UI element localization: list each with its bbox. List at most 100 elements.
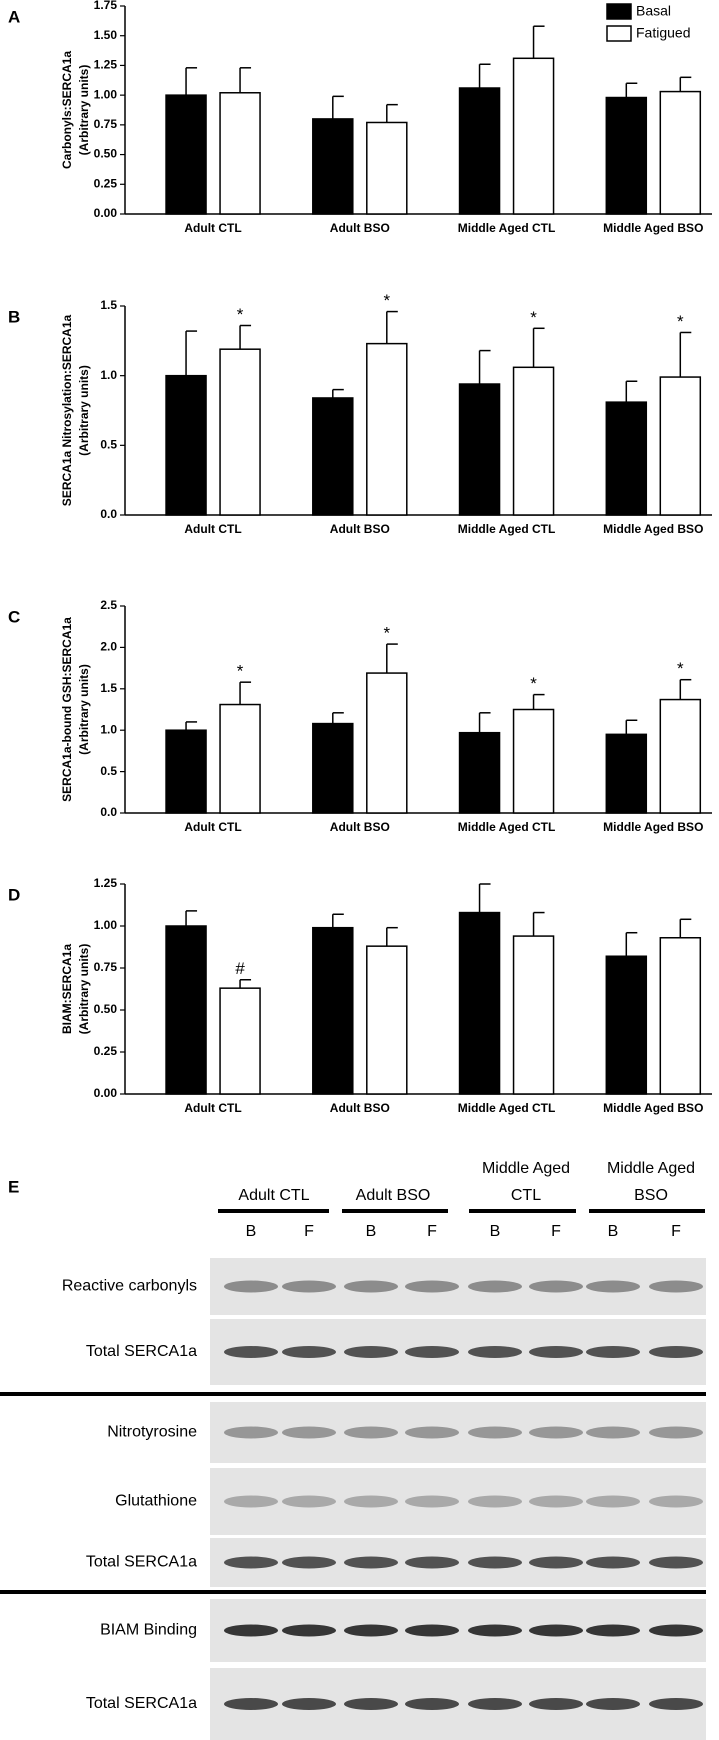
blot-band (282, 1698, 336, 1710)
y-axis-label: SERCA1a Nitrosylation:SERCA1a (60, 314, 74, 506)
blot-band (649, 1698, 703, 1710)
legend-swatch (606, 25, 632, 42)
blot-band (586, 1556, 640, 1569)
bar (512, 57, 555, 215)
bar (458, 383, 501, 516)
y-axis-label: BIAM:SERCA1a (60, 944, 74, 1034)
blot-band (586, 1426, 640, 1439)
bar (659, 90, 702, 215)
bar (366, 342, 408, 516)
bar (458, 87, 501, 215)
row-label: Nitrotyrosine (107, 1424, 197, 1441)
blot-band (468, 1280, 522, 1293)
bar (312, 397, 354, 516)
group-label: Adult CTL (238, 1187, 309, 1204)
y-tick-label: 0.50 (94, 1002, 118, 1016)
bar (458, 911, 501, 1095)
blot-band (344, 1346, 398, 1358)
y-tick-label: 0.75 (94, 117, 118, 131)
blot-band (405, 1280, 459, 1293)
blot-band (649, 1280, 703, 1293)
legend-swatch (606, 3, 632, 20)
blot-image (210, 1258, 706, 1315)
y-tick-label: 0.0 (100, 507, 117, 521)
blot-band (224, 1556, 278, 1569)
y-tick-label: 1.25 (94, 58, 118, 72)
bar (165, 94, 207, 215)
lane-label: B (366, 1223, 377, 1240)
x-tick-label: Adult BSO (330, 1101, 390, 1115)
y-axis-label: (Arbitrary units) (77, 65, 91, 156)
bar (605, 955, 648, 1095)
y-tick-label: 1.5 (100, 298, 117, 312)
bar (512, 708, 555, 814)
blot-band (586, 1624, 640, 1637)
bar (605, 733, 648, 814)
blot-band (282, 1346, 336, 1358)
x-tick-label: Adult BSO (330, 221, 390, 235)
y-tick-label: 0.00 (94, 206, 118, 220)
bar (219, 987, 261, 1095)
y-tick-label: 2.0 (100, 640, 117, 654)
blot-band (529, 1624, 583, 1637)
bar (512, 935, 555, 1095)
bar (605, 401, 648, 516)
x-tick-label: Adult CTL (184, 820, 241, 834)
x-tick-label: Adult CTL (184, 522, 241, 536)
bar (659, 937, 702, 1095)
significance-marker: * (383, 624, 390, 643)
x-tick-label: Middle Aged CTL (458, 1101, 556, 1115)
blot-band (224, 1426, 278, 1439)
x-tick-label: Middle Aged BSO (603, 522, 703, 536)
legend-label: Fatigued (636, 25, 690, 41)
blot-band (529, 1556, 583, 1569)
blot-band (282, 1426, 336, 1439)
bar (366, 121, 408, 215)
group-label: Adult BSO (356, 1187, 431, 1204)
blot-band (344, 1556, 398, 1569)
significance-marker: * (530, 674, 537, 693)
y-tick-label: 1.00 (94, 918, 118, 932)
blot-band (468, 1698, 522, 1710)
bar (165, 925, 207, 1095)
x-tick-label: Middle Aged BSO (603, 820, 703, 834)
blot-band (405, 1556, 459, 1569)
panel-label: D (8, 885, 20, 904)
bar (458, 731, 501, 814)
significance-marker: * (237, 662, 244, 681)
blot-band (529, 1495, 583, 1508)
blot-image (210, 1468, 706, 1535)
bar (659, 698, 702, 814)
y-tick-label: 1.50 (94, 28, 118, 42)
blot-band (649, 1346, 703, 1358)
row-label: BIAM Binding (100, 1622, 197, 1639)
blot-band (282, 1495, 336, 1508)
blot-band (649, 1495, 703, 1508)
x-tick-label: Middle Aged CTL (458, 820, 556, 834)
bar (219, 703, 261, 814)
lane-label: B (490, 1223, 501, 1240)
blot-image (210, 1402, 706, 1463)
y-tick-label: 0.5 (100, 764, 117, 778)
blot-band (468, 1426, 522, 1439)
blot-band (468, 1624, 522, 1637)
bar (219, 348, 261, 516)
row-label: Total SERCA1a (86, 1343, 197, 1360)
lane-label: F (304, 1223, 314, 1240)
blot-band (649, 1426, 703, 1439)
blot-band (224, 1495, 278, 1508)
x-tick-label: Middle Aged CTL (458, 221, 556, 235)
y-tick-label: 1.25 (94, 876, 118, 890)
group-label: Middle Aged (607, 1160, 695, 1177)
bar (312, 722, 354, 814)
blot-band (224, 1698, 278, 1710)
blot-band (282, 1624, 336, 1637)
lane-label: B (608, 1223, 619, 1240)
bar (312, 926, 354, 1095)
blot-band (586, 1346, 640, 1358)
blot-band (529, 1698, 583, 1710)
blot-band (405, 1346, 459, 1358)
significance-marker: * (383, 291, 390, 310)
blot-band (649, 1556, 703, 1569)
